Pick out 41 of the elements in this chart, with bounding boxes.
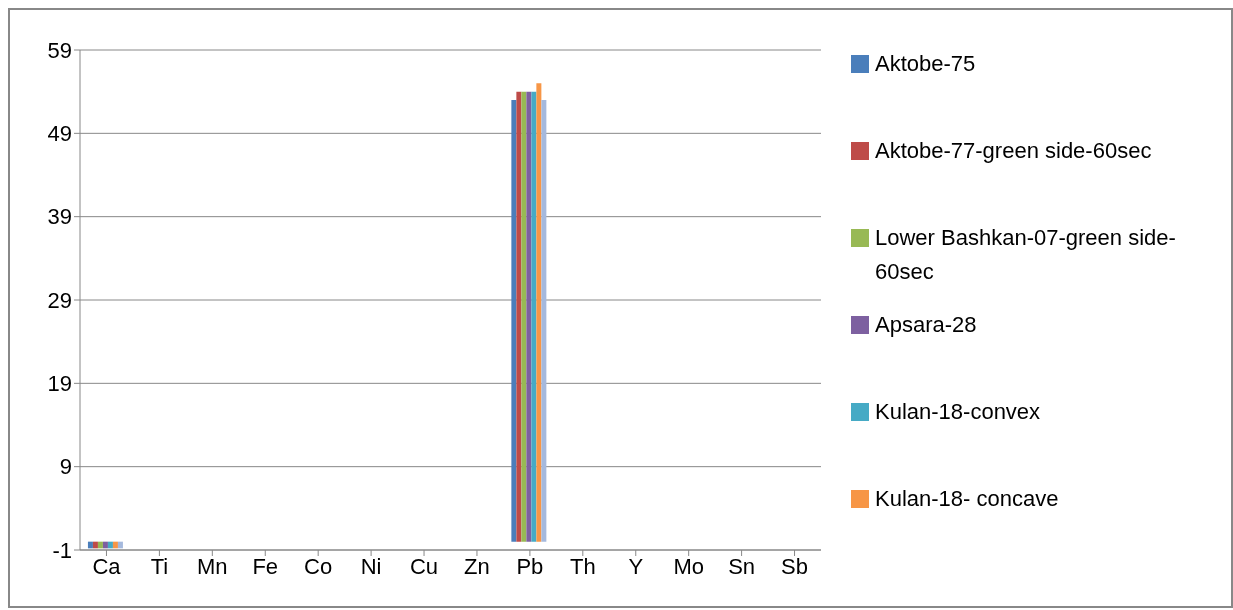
bar — [511, 100, 517, 542]
x-tick-label: Co — [304, 553, 333, 579]
bar — [97, 541, 103, 549]
y-tick-label: 9 — [59, 454, 72, 480]
legend-label: Aktobe-77-green side-60sec — [875, 137, 1152, 165]
y-tick-label: -1 — [52, 537, 72, 563]
x-tick-label: Mn — [197, 553, 228, 579]
bar — [541, 100, 547, 542]
bar — [102, 541, 108, 549]
bar — [531, 91, 537, 542]
x-tick-label: Ni — [360, 553, 382, 579]
y-tick-label: 29 — [47, 287, 72, 313]
y-tick-label: 19 — [47, 371, 72, 397]
x-tick-label: Sb — [781, 553, 808, 579]
bar — [107, 541, 113, 549]
bar — [536, 83, 542, 542]
bar — [112, 541, 118, 549]
legend-label: Lower Bashkan-07-green side-60sec — [875, 224, 1177, 286]
legend-label: Kulan-18- concave — [875, 485, 1059, 513]
x-tick-label: Pb — [516, 553, 544, 579]
bar — [516, 91, 522, 542]
bar — [526, 91, 532, 542]
legend-label: Aktobe-75 — [875, 50, 976, 78]
x-tick-label: Ca — [92, 553, 122, 579]
bar — [92, 541, 98, 549]
x-tick-label: Ti — [150, 553, 169, 579]
legend-label: Apsara-28 — [875, 311, 977, 339]
x-tick-label: Sn — [728, 553, 756, 579]
x-tick-label: Cu — [409, 553, 439, 579]
bar — [521, 91, 527, 542]
x-tick-label: Y — [628, 553, 644, 579]
x-tick-label: Th — [569, 553, 596, 579]
y-tick-label: 49 — [47, 121, 72, 147]
bar — [87, 541, 93, 549]
y-tick-label: 39 — [47, 204, 72, 230]
x-tick-label: Mo — [673, 553, 704, 579]
y-tick-label: 59 — [47, 37, 72, 63]
legend-label: Kulan-18-convex — [875, 398, 1041, 426]
bar — [117, 541, 123, 549]
x-tick-label: Zn — [464, 553, 490, 579]
x-tick-label: Fe — [252, 553, 279, 579]
